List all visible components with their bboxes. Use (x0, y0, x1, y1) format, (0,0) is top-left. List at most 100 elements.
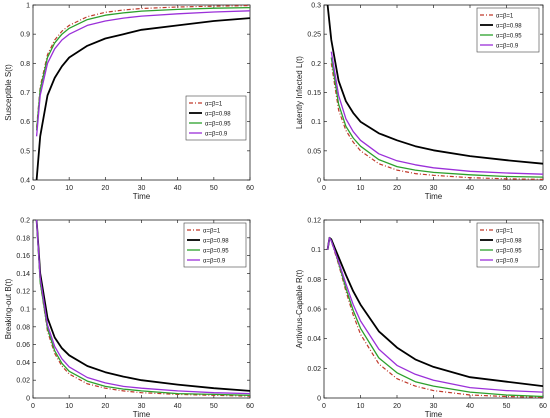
legend-label-1: α=β=1 (496, 13, 514, 19)
y-tick-label: 0.4 (20, 178, 30, 185)
y-tick-label: 0.7 (20, 90, 30, 97)
x-tick-label: 0 (322, 403, 326, 410)
y-tick-label: 0 (317, 178, 321, 185)
series-group (35, 220, 250, 397)
legend-label-2: α=β=0.98 (496, 238, 522, 244)
y-axis-label: Latently Infected L(t) (295, 56, 304, 129)
legend-label-4: α=β=0.9 (205, 131, 228, 137)
y-tick-label: 0.16 (16, 253, 30, 260)
y-tick-label: 0.08 (307, 277, 321, 284)
y-tick-label: 0.18 (16, 235, 30, 242)
series-line-1 (36, 220, 250, 397)
x-tick-label: 40 (466, 185, 474, 192)
y-tick-label: 0.04 (307, 336, 321, 343)
x-tick-label: 20 (393, 185, 401, 192)
y-tick-label: 0.04 (16, 360, 30, 367)
x-tick-label: 0 (322, 185, 326, 192)
series-line-4 (35, 220, 250, 395)
x-tick-label: 30 (138, 403, 146, 410)
x-tick-label: 20 (393, 403, 401, 410)
chart-panel-3: 0 10 20 30 40 50 60 0 0.02 0.04 0.06 0.08 0.1 0.12 0.1… (4, 218, 254, 418)
series-line-4 (326, 237, 543, 393)
x-tick-label: 50 (210, 403, 218, 410)
legend: α=β=1 α=β=0.98 α=β=0.95 α=β=0.9 (183, 222, 247, 268)
chart-panel-2: 0 10 20 30 40 50 60 0 0.05 0.1 0.15 0.2 0.25 0.3 Time L… (295, 3, 547, 202)
chart-panel-4: 0 10 20 30 40 50 60 0 0.02 0.04 0.06 0.08 0.1 0.12 Tim… (295, 218, 547, 418)
x-tick-label: 0 (31, 185, 35, 192)
y-tick-label: 0.1 (311, 247, 321, 254)
x-tick-label: 50 (503, 185, 511, 192)
y-tick-label: 0.25 (307, 32, 321, 39)
series-group (326, 5, 543, 180)
legend-box (476, 222, 540, 268)
legend-label-4: α=β=0.9 (496, 43, 519, 49)
y-tick-label: 0.05 (307, 148, 321, 155)
legend: α=β=1 α=β=0.98 α=β=0.95 α=β=0.9 (185, 95, 247, 141)
legend-label-1: α=β=1 (496, 228, 514, 234)
x-tick-label: 30 (138, 185, 146, 192)
series-line-4 (330, 51, 543, 175)
x-tick-label: 20 (101, 403, 109, 410)
y-tick-label: 0.06 (16, 342, 30, 349)
x-tick-label: 10 (357, 185, 365, 192)
y-tick-label: 0.2 (20, 218, 30, 225)
x-tick-label: 50 (503, 403, 511, 410)
y-tick-label: 0.14 (16, 271, 30, 278)
legend-label-4: α=β=0.9 (496, 258, 519, 264)
series-line-2 (326, 5, 543, 165)
x-axis-label: Time (133, 410, 151, 418)
x-tick-label: 50 (210, 185, 218, 192)
y-tick-label: 1 (26, 3, 30, 10)
series-line-2 (35, 220, 250, 392)
y-tick-label: 0.06 (307, 307, 321, 314)
y-tick-label: 0.9 (20, 32, 30, 39)
chart-panel-1: 0 10 20 30 40 50 60 0.4 0.5 0.6 0.7 0.8 0.9 1 Time Susc… (4, 3, 254, 202)
series-line-1 (330, 63, 543, 180)
legend-label-2: α=β=0.98 (496, 23, 522, 29)
legend-label-4: α=β=0.9 (203, 258, 226, 264)
y-tick-label: 0.08 (16, 324, 30, 331)
legend-label-2: α=β=0.98 (205, 111, 231, 117)
legend: α=β=1 α=β=0.98 α=β=0.95 α=β=0.9 (476, 7, 540, 53)
x-axis-label: Time (425, 192, 443, 201)
legend-label-3: α=β=0.95 (496, 33, 522, 39)
y-tick-label: 0.2 (311, 61, 321, 68)
y-tick-label: 0 (26, 396, 30, 403)
y-tick-label: 0.1 (20, 307, 30, 314)
series-group (35, 5, 250, 180)
y-tick-label: 0.02 (307, 366, 321, 373)
x-tick-label: 20 (101, 185, 109, 192)
x-tick-label: 60 (539, 185, 547, 192)
y-tick-label: 0.1 (311, 119, 321, 126)
x-tick-label: 10 (65, 185, 73, 192)
x-tick-label: 40 (174, 185, 182, 192)
x-tick-label: 10 (357, 403, 365, 410)
series-line-4 (35, 10, 250, 137)
legend-label-3: α=β=0.95 (205, 121, 231, 127)
x-tick-label: 60 (246, 403, 254, 410)
y-tick-label: 0.8 (20, 61, 30, 68)
x-tick-label: 60 (539, 403, 547, 410)
y-tick-label: 0.12 (307, 218, 321, 225)
series-line-3 (330, 57, 543, 178)
y-axis-label: Susceptible S(t) (4, 64, 13, 121)
y-tick-label: 0.02 (16, 378, 30, 385)
legend-label-1: α=β=1 (203, 228, 221, 234)
y-axis-label: Antivirus-Capable R(t) (295, 269, 304, 348)
series-line-3 (35, 220, 250, 396)
y-tick-label: 0 (317, 396, 321, 403)
series-line-2 (35, 17, 250, 180)
y-tick-label: 0.5 (20, 148, 30, 155)
y-tick-label: 0.6 (20, 119, 30, 126)
x-axis-label: Time (425, 410, 443, 418)
y-tick-label: 0.3 (311, 3, 321, 10)
x-tick-label: 10 (65, 403, 73, 410)
y-axis-label: Breaking-out B(t) (4, 278, 13, 339)
legend-label-3: α=β=0.95 (203, 248, 229, 254)
y-tick-label: 0.12 (16, 289, 30, 296)
series-line-3 (35, 6, 250, 131)
x-tick-label: 60 (246, 185, 254, 192)
series-line-1 (36, 5, 250, 128)
x-tick-label: 0 (31, 403, 35, 410)
